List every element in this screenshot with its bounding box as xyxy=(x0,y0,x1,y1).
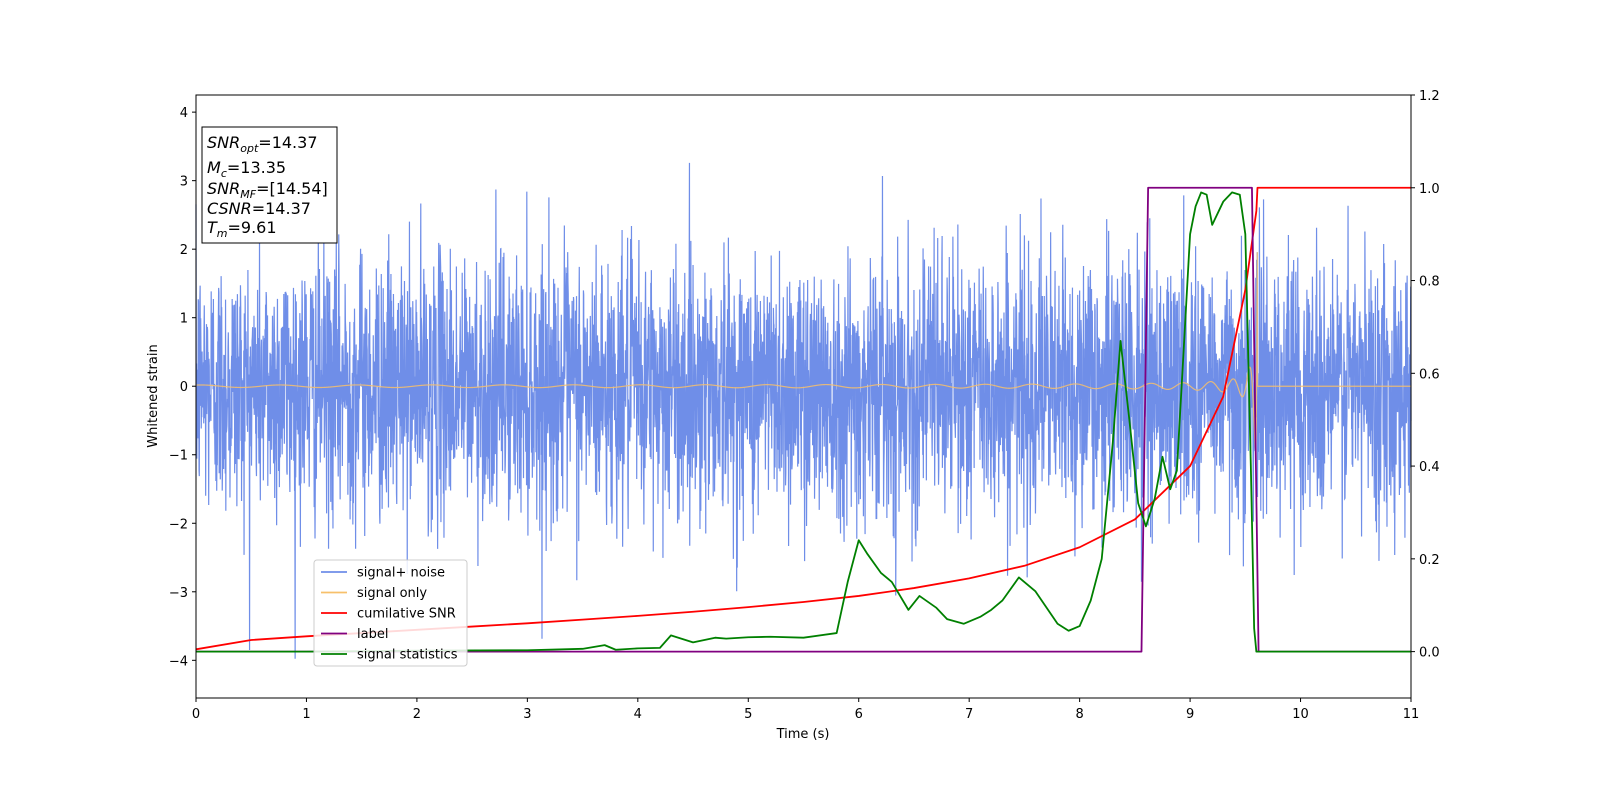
y-left-tick-label: 3 xyxy=(180,175,188,190)
legend-label: label xyxy=(357,627,388,642)
y-right-tick-label: 1.0 xyxy=(1419,182,1440,197)
y-right-tick-label: 0.6 xyxy=(1419,367,1440,382)
info-box-frame xyxy=(201,126,338,244)
info-line: SNRMF=[14.54] xyxy=(207,179,328,201)
legend-item: signal+ noise xyxy=(321,566,445,581)
y-left-tick-label: 2 xyxy=(180,243,188,258)
legend: signal+ noise signal only cumilative SNR la… xyxy=(313,559,468,667)
x-tick-label: 9 xyxy=(1186,707,1194,722)
y-left-tick-label: 0 xyxy=(180,380,188,395)
x-tick-label: 0 xyxy=(192,707,200,722)
x-tick-label: 6 xyxy=(855,707,863,722)
y-axis-right: 0.0 0.2 0.4 0.6 0.8 1.0 1.2 xyxy=(1411,89,1440,661)
y-right-tick-label: 1.2 xyxy=(1419,89,1440,104)
legend-frame xyxy=(313,559,468,667)
plot-frame xyxy=(195,94,1412,699)
y-left-tick-label: 1 xyxy=(180,312,188,327)
x-axis: 0 1 2 3 4 5 6 7 8 9 10 11 xyxy=(192,698,1419,722)
series-signal-only xyxy=(196,252,1411,451)
x-tick-label: 11 xyxy=(1403,707,1420,722)
legend-item: cumilative SNR xyxy=(321,607,456,622)
y-left-tick-label: 4 xyxy=(180,106,188,121)
info-line: SNRopt=14.37 xyxy=(207,133,318,155)
info-box: SNRopt=14.37 Mc=13.35SNRMF=[14.54]CSNR=14… xyxy=(201,126,338,244)
legend-item: label xyxy=(321,627,388,642)
series-signal-statistics xyxy=(196,191,1411,653)
y-right-tick-label: 0.8 xyxy=(1419,275,1440,290)
x-tick-label: 1 xyxy=(302,707,310,722)
y-left-tick-label: −2 xyxy=(169,517,188,532)
x-tick-label: 2 xyxy=(413,707,421,722)
legend-item: signal statistics xyxy=(321,648,458,663)
x-tick-label: 8 xyxy=(1075,707,1083,722)
info-line: Tm=9.61 xyxy=(207,218,277,240)
x-tick-label: 4 xyxy=(634,707,642,722)
legend-items: signal+ noise signal only cumilative SNR la… xyxy=(321,566,458,663)
legend-label: signal+ noise xyxy=(357,566,445,581)
legend-label: signal statistics xyxy=(357,648,458,663)
legend-label: cumilative SNR xyxy=(357,607,456,622)
legend-label: signal only xyxy=(357,586,427,601)
y-left-tick-label: −3 xyxy=(169,586,188,601)
y-axis-left: −4 −3 −2 −1 0 1 2 3 4 xyxy=(169,106,196,669)
info-line: CSNR=14.37 xyxy=(207,199,311,218)
info-line: Mc=13.35 xyxy=(207,158,286,180)
y-right-tick-label: 0.4 xyxy=(1419,460,1440,475)
x-tick-label: 10 xyxy=(1292,707,1309,722)
x-tick-label: 5 xyxy=(744,707,752,722)
x-axis-label: Time (s) xyxy=(776,727,830,742)
y-axis-label: Whitened strain xyxy=(146,344,161,447)
y-left-tick-label: −1 xyxy=(169,449,188,464)
y-right-tick-label: 0.2 xyxy=(1419,553,1440,568)
y-left-tick-label: −4 xyxy=(169,654,188,669)
y-right-tick-label: 0.0 xyxy=(1419,646,1440,661)
x-tick-label: 7 xyxy=(965,707,973,722)
x-tick-label: 3 xyxy=(523,707,531,722)
legend-item: signal only xyxy=(321,586,427,601)
info-box-lines: SNRopt=14.37 Mc=13.35SNRMF=[14.54]CSNR=14… xyxy=(207,133,328,240)
